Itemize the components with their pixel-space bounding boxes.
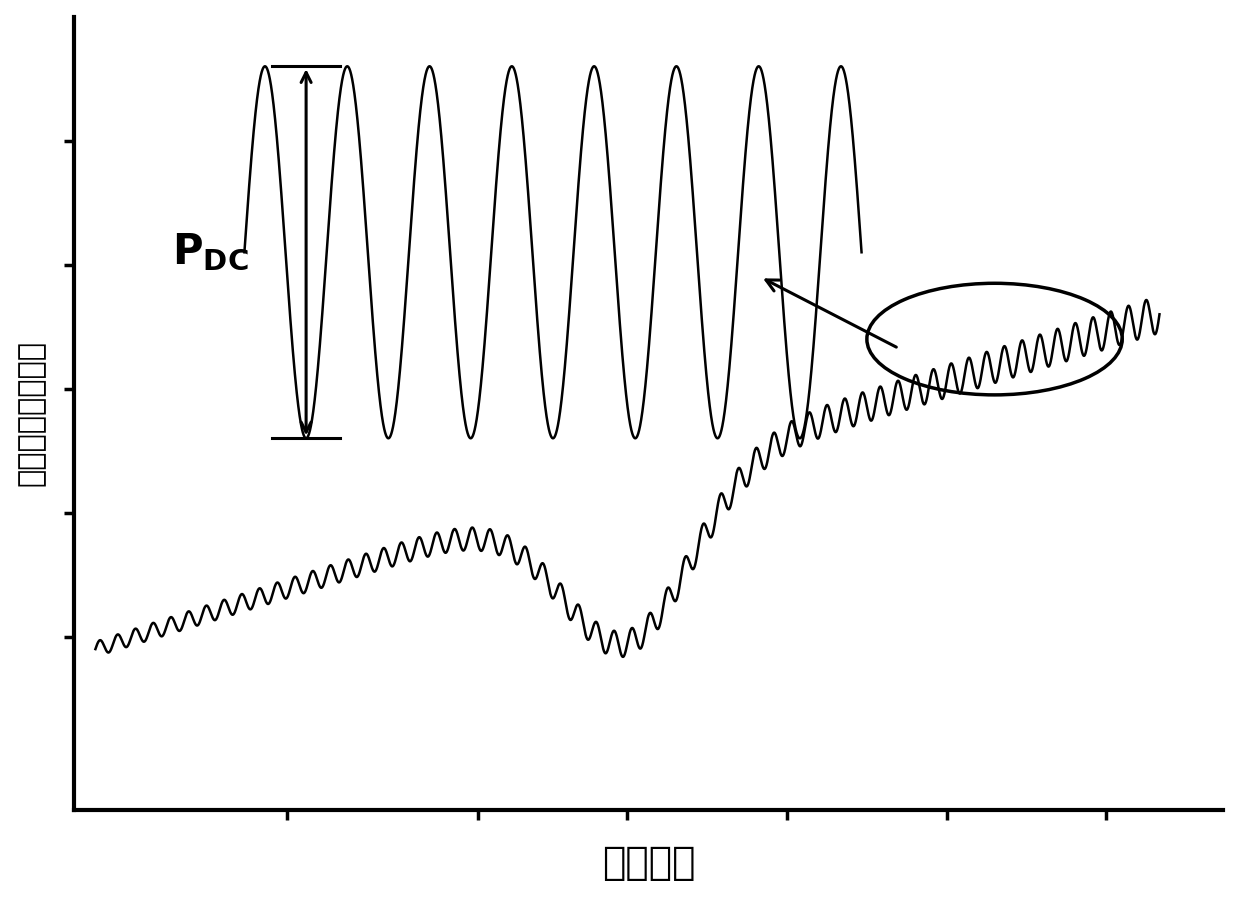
Y-axis label: 强度（任意单位）: 强度（任意单位） [16,341,46,486]
X-axis label: 激光频率: 激光频率 [601,844,696,882]
Text: $\mathbf{P_{DC}}$: $\mathbf{P_{DC}}$ [172,231,249,273]
